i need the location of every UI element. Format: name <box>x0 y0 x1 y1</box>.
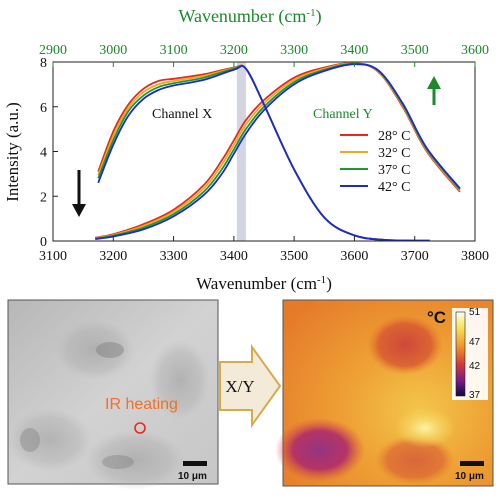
down-arrow <box>72 170 86 217</box>
x-tick-label: 3500 <box>280 249 308 264</box>
x-axis-tick-labels: 3100 3200 3300 3400 3500 3600 3700 3800 <box>39 249 489 264</box>
left-scalebar <box>183 461 207 466</box>
ir-heating-label: IR heating <box>105 396 178 413</box>
top-tick-label: 3600 <box>461 43 489 58</box>
top-tick-label: 3400 <box>340 43 368 58</box>
thermal-image: °C 51 47 42 37 10 μm <box>275 300 493 486</box>
legend-label: 42° C <box>378 180 410 195</box>
highlight-band-layer <box>237 62 246 241</box>
colorbar-unit: °C <box>427 308 446 327</box>
top-tick-label: 3100 <box>160 43 188 58</box>
y-tick-label: 6 <box>40 101 47 116</box>
x-tick-label: 3700 <box>401 249 429 264</box>
top-axis-title: Wavenumber (cm-1) <box>178 6 321 27</box>
x-axis-label: Wavenumber (cm-1) <box>196 274 332 293</box>
colorbar-tick-label: 42 <box>469 361 481 372</box>
y-tick-label: 4 <box>40 146 47 161</box>
colorbar <box>456 312 465 396</box>
y-axis-tick-labels: 0 2 4 6 8 <box>40 56 47 250</box>
top-tick-label: 3300 <box>280 43 308 58</box>
channel-y-label: Channel Y <box>313 107 373 122</box>
x-tick-label: 3400 <box>220 249 248 264</box>
top-tick-label: 3000 <box>99 43 127 58</box>
legend: 28° C 32° C 37° C 42° C <box>340 129 410 195</box>
up-arrow <box>427 76 441 105</box>
right-scalebar-label: 10 μm <box>455 471 484 482</box>
x-tick-label: 3300 <box>160 249 188 264</box>
top-tick-label: 3200 <box>220 43 248 58</box>
legend-label: 32° C <box>378 146 410 161</box>
legend-label: 28° C <box>378 129 410 144</box>
top-tick-label: 3500 <box>401 43 429 58</box>
colorbar-tick-label: 47 <box>469 337 481 348</box>
y-axis-label: Intensity (a.u.) <box>3 102 22 202</box>
y-tick-label: 2 <box>40 190 47 205</box>
axis-tick-marks <box>53 62 475 241</box>
highlight-band <box>237 62 246 241</box>
y-tick-label: 8 <box>40 56 47 71</box>
plot-frame <box>53 62 475 241</box>
x-tick-label: 3600 <box>340 249 368 264</box>
legend-label: 37° C <box>378 163 410 178</box>
colorbar-tick-label: 51 <box>469 307 481 318</box>
channel-x-label: Channel X <box>152 107 212 122</box>
x-tick-label: 3800 <box>461 249 489 264</box>
x-tick-label: 3100 <box>39 249 67 264</box>
left-scalebar-label: 10 μm <box>178 471 207 482</box>
conversion-arrow-label: X/Y <box>225 377 254 396</box>
x-tick-label: 3200 <box>99 249 127 264</box>
conversion-arrow: X/Y <box>220 347 280 425</box>
y-tick-label: 0 <box>40 235 47 250</box>
top-axis-tick-labels: 2900 3000 3100 3200 3300 3400 3500 3600 <box>39 43 489 58</box>
right-scalebar <box>460 461 484 466</box>
brightfield-image: IR heating 10 μm <box>8 300 218 490</box>
colorbar-tick-label: 37 <box>469 390 481 401</box>
